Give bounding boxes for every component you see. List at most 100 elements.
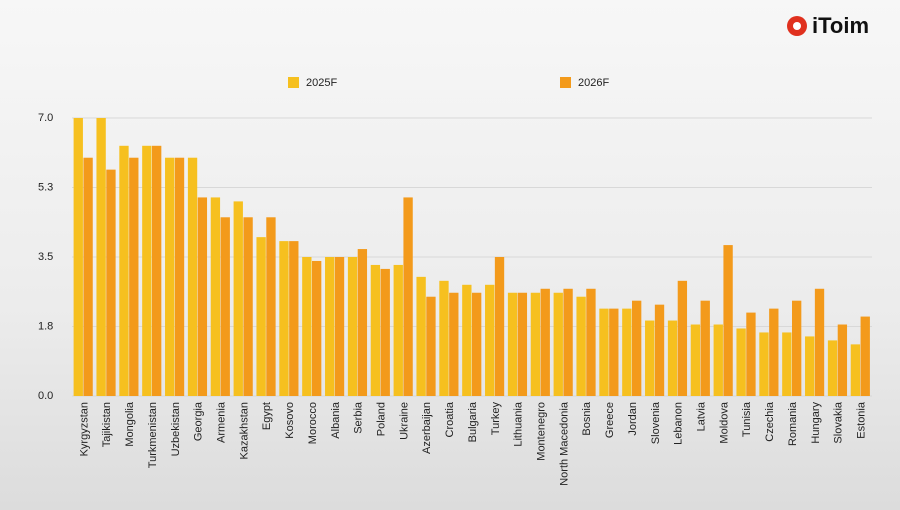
bar [403, 197, 413, 396]
x-tick-label: Mongolia [124, 401, 136, 447]
bar [553, 292, 563, 396]
x-tick-label: Lebanon [673, 402, 685, 445]
x-tick-label: Azerbaijan [421, 402, 433, 454]
bar [416, 276, 426, 396]
bar [243, 217, 253, 396]
bar [759, 332, 769, 396]
x-tick-label: Bosnia [581, 401, 593, 436]
bar [667, 320, 678, 396]
bar [540, 288, 550, 396]
x-tick-label: Poland [375, 402, 387, 436]
bar [769, 308, 779, 396]
bar [174, 157, 185, 396]
legend-label: 2026F [578, 77, 609, 89]
bar [165, 157, 175, 396]
y-tick-label: 5.3 [38, 181, 53, 193]
bar [814, 288, 825, 396]
bar [197, 197, 208, 396]
x-tick-label: Uzbekistan [170, 402, 182, 456]
x-tick-label: Tunisia [741, 401, 753, 437]
bar [393, 264, 403, 396]
y-tick-label: 0.0 [38, 390, 53, 402]
bar [654, 304, 665, 396]
bar [325, 257, 335, 396]
bar [129, 157, 139, 396]
bar [599, 308, 609, 396]
bar [645, 320, 655, 396]
x-tick-label: Lithuania [513, 401, 525, 447]
bar [106, 169, 116, 396]
x-tick-label: Egypt [261, 402, 273, 430]
x-tick-label: Croatia [444, 401, 456, 437]
bar [302, 257, 312, 396]
bar [507, 292, 518, 396]
x-tick-label: Kyrgyzstan [78, 402, 90, 456]
x-tick-label: Slovenia [650, 401, 662, 444]
bar [370, 264, 381, 396]
bar [462, 284, 472, 396]
x-tick-label: Turkey [490, 402, 502, 436]
legend-swatch [560, 77, 571, 88]
bar [723, 245, 733, 396]
bar [312, 260, 322, 396]
bar [805, 336, 815, 396]
bar [622, 308, 632, 396]
x-tick-label: Ukraine [398, 402, 410, 440]
x-tick-label: Jordan [627, 402, 639, 436]
bar [632, 300, 642, 396]
bar [119, 145, 129, 396]
bar [690, 324, 701, 396]
logo-text[interactable]: iToim [812, 13, 869, 38]
legend-swatch [288, 77, 299, 88]
bar [736, 328, 746, 396]
bar [782, 332, 792, 396]
bar [210, 197, 221, 396]
bar [266, 217, 276, 396]
bar [439, 280, 449, 396]
bar [586, 288, 596, 396]
x-tick-label: Romania [787, 401, 799, 446]
bar [73, 118, 83, 396]
x-tick-label: Turkmenistan [147, 402, 159, 468]
bar [494, 257, 505, 396]
x-tick-label: Armenia [215, 401, 227, 443]
bar [187, 157, 198, 396]
x-tick-label: Estonia [855, 401, 867, 439]
bar [96, 118, 106, 396]
x-tick-label: Slovakia [833, 401, 845, 443]
x-tick-label: Georgia [193, 401, 205, 441]
bar [860, 316, 870, 396]
x-tick-label: Greece [604, 402, 616, 438]
x-tick-label: Kosovo [284, 402, 296, 439]
logo[interactable]: iToim [787, 13, 869, 38]
bar [485, 284, 495, 396]
bar [609, 308, 619, 396]
x-tick-label: Tajikistan [101, 402, 113, 447]
bar [289, 241, 299, 396]
bar [279, 241, 289, 396]
y-tick-label: 1.8 [38, 320, 53, 332]
bar [256, 237, 266, 396]
bar [530, 292, 541, 396]
bar [142, 145, 152, 396]
bar [837, 324, 848, 396]
x-tick-label: Bulgaria [467, 401, 479, 442]
legend-label: 2025F [306, 77, 337, 89]
bar [357, 249, 368, 396]
x-tick-label: Montenegro [535, 402, 547, 461]
bar [334, 257, 345, 396]
x-tick-label: Morocco [307, 402, 319, 444]
x-tick-label: Latvia [695, 401, 707, 431]
bar [152, 145, 162, 396]
x-tick-label: Serbia [353, 401, 365, 434]
x-tick-label: Hungary [810, 402, 822, 444]
bar [220, 217, 230, 396]
bar [449, 292, 459, 396]
x-tick-label: Kazakhstan [238, 402, 250, 459]
bar [677, 280, 688, 396]
bar [426, 296, 436, 396]
x-tick-label: Moldova [718, 401, 730, 443]
bar [576, 296, 586, 396]
bar [380, 268, 390, 396]
